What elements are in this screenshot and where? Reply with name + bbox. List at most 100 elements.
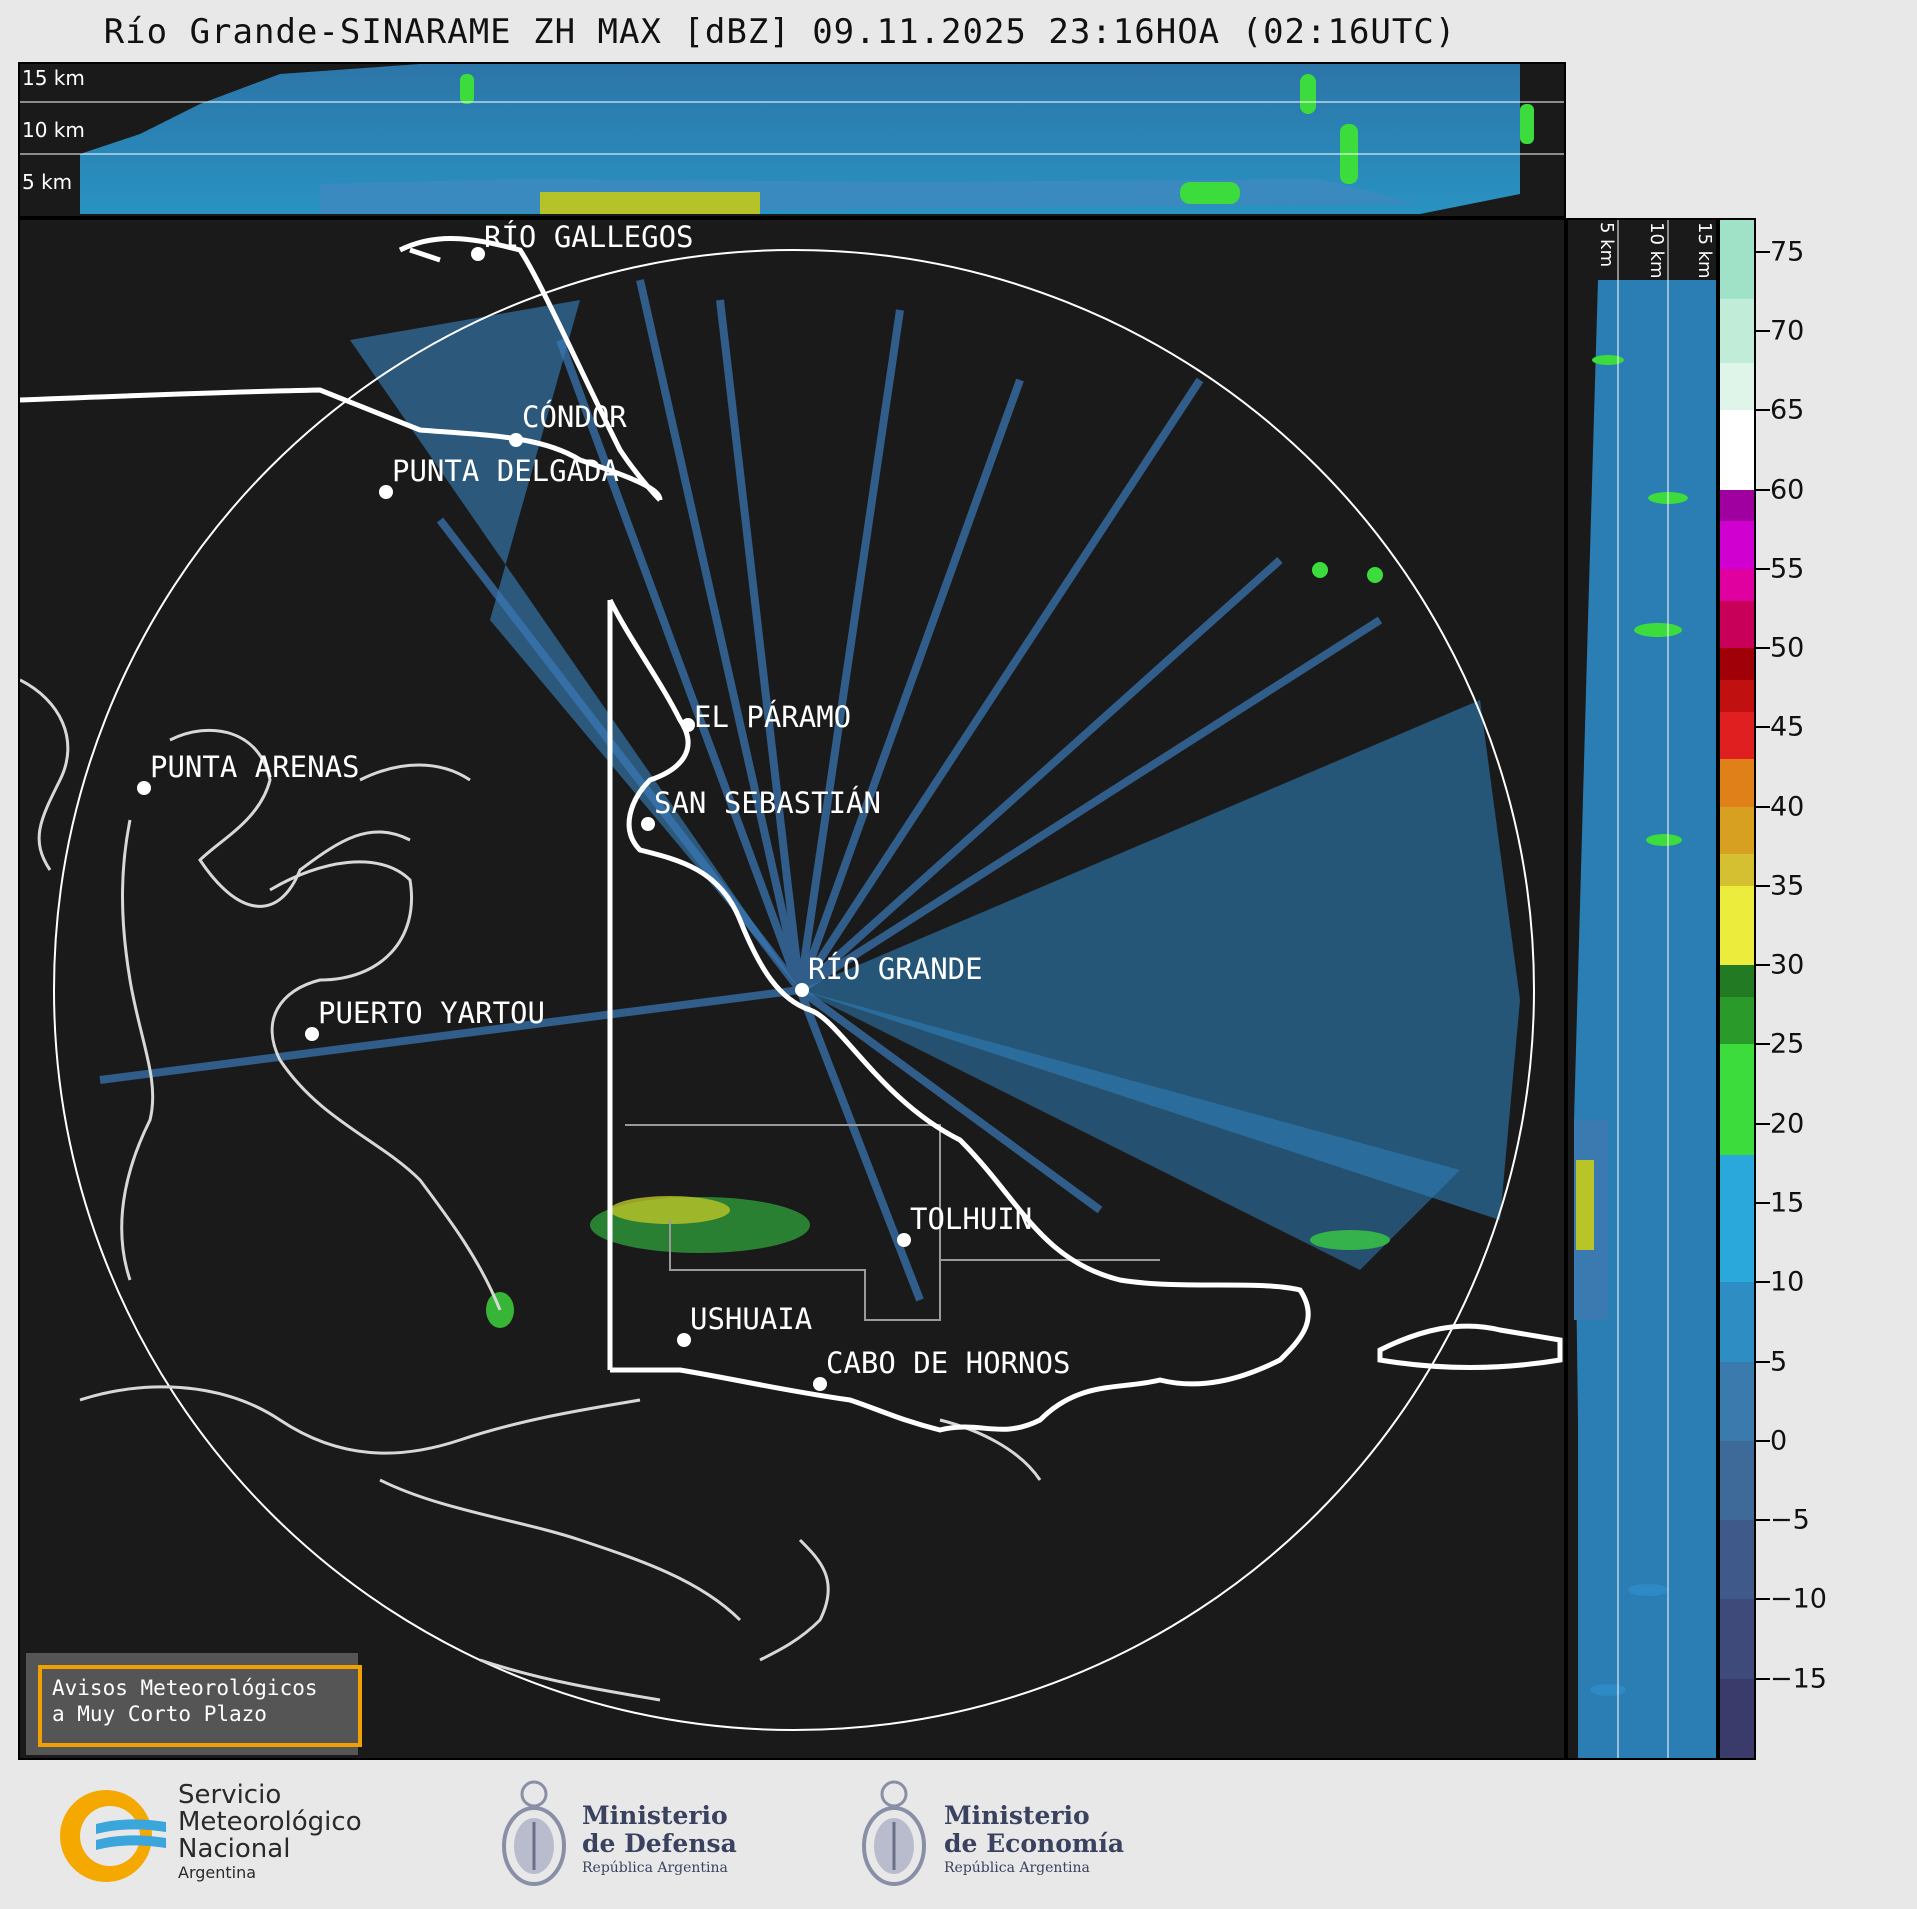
top-height-label: 10 km (22, 118, 85, 142)
warnings-notice: Avisos Meteorológicos a Muy Corto Plazo (26, 1653, 362, 1755)
colorbar-tick (1756, 1677, 1770, 1680)
colorbar-segment (1720, 648, 1754, 680)
colorbar-tick-label: −15 (1770, 1663, 1827, 1695)
city-marker (471, 247, 485, 261)
colorbar-tick (1756, 726, 1770, 729)
city-label: SAN SEBASTIÁN (654, 786, 881, 820)
city-marker (509, 433, 523, 447)
colorbar-tick (1756, 1439, 1770, 1442)
colorbar-segment (1720, 600, 1754, 649)
colorbar-tick (1756, 964, 1770, 967)
colorbar-tick-label: 25 (1770, 1028, 1805, 1060)
colorbar-tick-label: −5 (1770, 1504, 1810, 1536)
city-marker (379, 485, 393, 499)
economia-logo-line: Ministerio (944, 1801, 1090, 1830)
radar-map (20, 235, 1563, 1731)
colorbar-segment (1720, 806, 1754, 855)
side-height-label: 5 km (1596, 222, 1617, 268)
notice-line: a Muy Corto Plazo (52, 1702, 267, 1726)
colorbar-segment (1720, 489, 1754, 522)
colorbar-tick-label: 50 (1770, 632, 1805, 664)
city-marker (677, 1333, 691, 1347)
colorbar-segment (1720, 1599, 1754, 1679)
colorbar-tick (1756, 1519, 1770, 1522)
city-label: RÍO GRANDE (808, 952, 983, 986)
colorbar-segment (1720, 521, 1754, 569)
colorbar-tick-label: 20 (1770, 1108, 1805, 1140)
colorbar-tick-label: 60 (1770, 474, 1805, 506)
colorbar (1718, 218, 1756, 1760)
city-label: CÓNDOR (522, 400, 627, 434)
smn-logo-icon (60, 1790, 166, 1882)
smn-logo-line: Meteorológico (178, 1807, 362, 1837)
coastlines (20, 678, 1042, 1702)
city-marker (137, 781, 151, 795)
colorbar-segment (1720, 854, 1754, 886)
coat-of-arms-icon (862, 1780, 926, 1886)
colorbar-segment (1720, 996, 1754, 1045)
city-label: USHUAIA (690, 1302, 813, 1336)
colorbar-tick (1756, 1360, 1770, 1363)
colorbar-tick (1756, 488, 1770, 491)
notice-line: Avisos Meteorológicos (52, 1676, 318, 1700)
colorbar-segment (1720, 1520, 1754, 1600)
colorbar-segment (1720, 885, 1754, 966)
smn-logo-line: Argentina (178, 1863, 257, 1882)
city-marker (681, 718, 695, 732)
side-height-label: 10 km (1646, 222, 1667, 279)
colorbar-tick-label: −10 (1770, 1583, 1827, 1615)
colorbar-tick (1756, 1122, 1770, 1125)
colorbar-tick (1756, 250, 1770, 253)
coat-of-arms-icon (502, 1780, 566, 1886)
warnings-notice-box: Avisos Meteorológicos a Muy Corto Plazo (38, 1665, 362, 1747)
radar-echoes (99, 279, 1520, 1328)
colorbar-segment (1720, 1155, 1754, 1283)
side-cross-section-panel: 5 km 10 km 15 km (1566, 218, 1718, 1760)
colorbar-tick-label: 70 (1770, 315, 1805, 347)
defensa-logo-line: Ministerio (582, 1801, 728, 1830)
colorbar-tick-label: 30 (1770, 949, 1805, 981)
colorbar-segment (1720, 1678, 1754, 1758)
top-cross-section-echoes (20, 64, 1564, 214)
side-height-label: 15 km (1694, 222, 1715, 279)
colorbar-tick-label: 40 (1770, 791, 1805, 823)
colorbar-segment (1720, 1361, 1754, 1441)
colorbar-tick (1756, 647, 1770, 650)
defensa-logo: Ministerio de Defensa República Argentin… (496, 1776, 756, 1896)
range-ring (53, 249, 1535, 1731)
economia-logo-line: de Economía (944, 1829, 1125, 1858)
colorbar-segment (1720, 759, 1754, 807)
city-label: PUNTA DELGADA (392, 454, 619, 488)
colorbar-tick (1756, 884, 1770, 887)
colorbar-segment (1720, 568, 1754, 601)
smn-logo-line: Nacional (178, 1834, 291, 1864)
side-cross-section-echoes (1574, 220, 1716, 1758)
colorbar-segment (1720, 965, 1754, 997)
economia-logo-line: República Argentina (944, 1860, 1090, 1876)
colorbar-tick (1756, 329, 1770, 332)
city-label: TOLHUIN (910, 1202, 1033, 1236)
defensa-logo-line: República Argentina (582, 1860, 728, 1876)
colorbar-segment (1720, 1044, 1754, 1156)
city-marker (641, 817, 655, 831)
colorbar-tick (1756, 1043, 1770, 1046)
top-height-label: 15 km (22, 66, 85, 90)
colorbar-segment (1720, 299, 1754, 363)
smn-logo-line: Servicio (178, 1780, 282, 1810)
colorbar-segment (1720, 679, 1754, 712)
province-boundary (625, 1124, 1160, 1321)
city-marker (795, 983, 809, 997)
city-label: RÍO GALLEGOS (484, 220, 694, 254)
city-marker (897, 1233, 911, 1247)
city-label: CABO DE HORNOS (826, 1346, 1071, 1380)
colorbar-segment (1720, 362, 1754, 411)
colorbar-tick (1756, 1202, 1770, 1205)
colorbar-segment (1720, 1440, 1754, 1521)
city-marker (305, 1027, 319, 1041)
colorbar-tick (1756, 409, 1770, 412)
colorbar-tick (1756, 805, 1770, 808)
colorbar-tick-label: 5 (1770, 1346, 1788, 1378)
colorbar-segment (1720, 410, 1754, 490)
colorbar-tick (1756, 567, 1770, 570)
city-label: PUERTO YARTOU (318, 996, 545, 1030)
